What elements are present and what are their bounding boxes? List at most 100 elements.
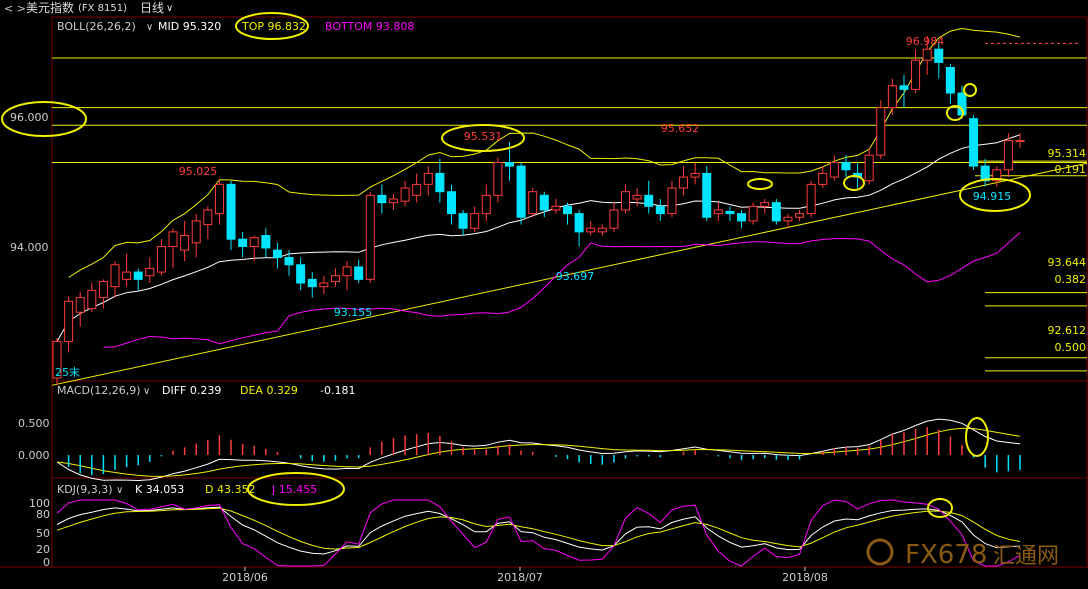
candle-body bbox=[969, 118, 979, 167]
candle-body bbox=[551, 205, 561, 211]
price-label: 95.025 bbox=[179, 165, 218, 178]
candle-body bbox=[748, 205, 758, 222]
candle-body bbox=[841, 161, 851, 171]
macd-indicator-label: MACD(12,26,9) bbox=[57, 384, 141, 397]
y-tick-label: 20 bbox=[36, 543, 50, 556]
y-tick-label: 50 bbox=[36, 527, 50, 540]
y-tick-label: 96.000 bbox=[10, 111, 49, 124]
candle-body bbox=[435, 172, 445, 193]
candle-body bbox=[330, 275, 340, 283]
candle-body bbox=[87, 289, 97, 310]
trend-line bbox=[51, 162, 1088, 386]
candle-body bbox=[829, 161, 839, 178]
candle-body bbox=[597, 227, 607, 233]
candle-body bbox=[771, 202, 781, 222]
candle-body bbox=[145, 267, 155, 277]
highlight-circle bbox=[959, 178, 1031, 212]
candle-body bbox=[690, 172, 700, 178]
instrument-code: (FX 8151) bbox=[78, 3, 128, 14]
candle-body bbox=[632, 194, 642, 200]
price-label: 94.915 bbox=[973, 190, 1012, 203]
boll-mid-label: MID 95.320 bbox=[158, 20, 221, 33]
candle-body bbox=[423, 172, 433, 185]
candle-body bbox=[446, 191, 456, 215]
macd-diff-label: DIFF 0.239 bbox=[162, 384, 221, 397]
kdj-j-label: J 15.455 bbox=[271, 483, 317, 496]
candle-body bbox=[191, 220, 201, 244]
candle-body bbox=[667, 187, 677, 215]
candle-body bbox=[168, 231, 178, 247]
boll-indicator-label: BOLL(26,26,2) bbox=[57, 20, 136, 33]
candle-body bbox=[64, 300, 74, 342]
start-marker-label: 25末 bbox=[55, 365, 80, 379]
candle-body bbox=[737, 213, 747, 222]
candle-body bbox=[122, 271, 132, 280]
candle-body bbox=[481, 194, 491, 215]
candle-body bbox=[354, 266, 364, 280]
price-label: 96.984 bbox=[906, 35, 945, 48]
candle-body bbox=[214, 183, 224, 215]
candle-body bbox=[563, 205, 573, 215]
watermark-logo-icon bbox=[866, 538, 894, 566]
candle-body bbox=[713, 209, 723, 215]
boll-mid-line bbox=[56, 134, 1021, 342]
candle-body bbox=[621, 191, 631, 211]
chevron-down-icon[interactable]: ∨ bbox=[166, 3, 174, 14]
price-label: 95.531 bbox=[464, 130, 503, 143]
candle-body bbox=[238, 238, 248, 247]
candle-body bbox=[203, 209, 213, 226]
period-selector[interactable]: 日线 bbox=[140, 1, 165, 15]
price-label: 93.155 bbox=[334, 306, 373, 319]
candle-body bbox=[945, 66, 955, 94]
candle-body bbox=[180, 235, 190, 251]
candle-body bbox=[609, 209, 619, 229]
kdj-k-line bbox=[56, 506, 1021, 555]
highlight-circle bbox=[1, 101, 87, 137]
candle-body bbox=[110, 264, 120, 288]
candle-body bbox=[249, 237, 259, 247]
highlight-circle bbox=[946, 105, 964, 121]
highlight-circle bbox=[747, 178, 773, 190]
kdj-d-line bbox=[56, 507, 1021, 550]
candle-body bbox=[922, 48, 932, 61]
highlight-circle bbox=[963, 83, 977, 97]
candle-body bbox=[156, 245, 166, 273]
back-icon[interactable]: < > bbox=[4, 2, 26, 15]
y-tick-label: 0.000 bbox=[18, 449, 50, 462]
highlight-circle bbox=[927, 498, 953, 518]
candle-body bbox=[377, 194, 387, 204]
candle-body bbox=[400, 187, 410, 202]
kdj-j-line bbox=[56, 499, 1021, 567]
candle-body bbox=[644, 194, 654, 207]
macd-value-label: -0.181 bbox=[320, 384, 355, 397]
candle-body bbox=[388, 198, 398, 204]
candle-body bbox=[1015, 140, 1025, 143]
candle-body bbox=[1003, 140, 1013, 171]
candle-body bbox=[516, 165, 526, 218]
candle-body bbox=[887, 85, 897, 109]
candle-body bbox=[319, 282, 329, 288]
fib-price-label: 92.612 bbox=[1048, 324, 1087, 337]
candle-body bbox=[365, 194, 375, 280]
candle-body bbox=[795, 213, 805, 218]
candle-body bbox=[702, 172, 712, 218]
candle-body bbox=[284, 256, 294, 266]
candle-body bbox=[539, 194, 549, 211]
y-tick-label: 94.000 bbox=[10, 241, 49, 254]
boll-bottom-label: BOTTOM 93.808 bbox=[325, 20, 414, 33]
watermark-text: FX678 bbox=[905, 540, 987, 570]
candle-body bbox=[934, 48, 944, 63]
price-label: 95.652 bbox=[661, 122, 700, 135]
candle-body bbox=[911, 59, 921, 90]
candle-body bbox=[783, 216, 793, 222]
candle-body bbox=[307, 278, 317, 288]
candle-body bbox=[899, 85, 909, 90]
y-tick-label: 0.500 bbox=[18, 417, 50, 430]
candle-body bbox=[655, 205, 665, 215]
boll-upper-line bbox=[68, 27, 1021, 278]
fib-ratio-label: 0.382 bbox=[1055, 273, 1087, 286]
boll-top-label: TOP 96.832 bbox=[241, 20, 306, 33]
candle-body bbox=[342, 266, 352, 277]
